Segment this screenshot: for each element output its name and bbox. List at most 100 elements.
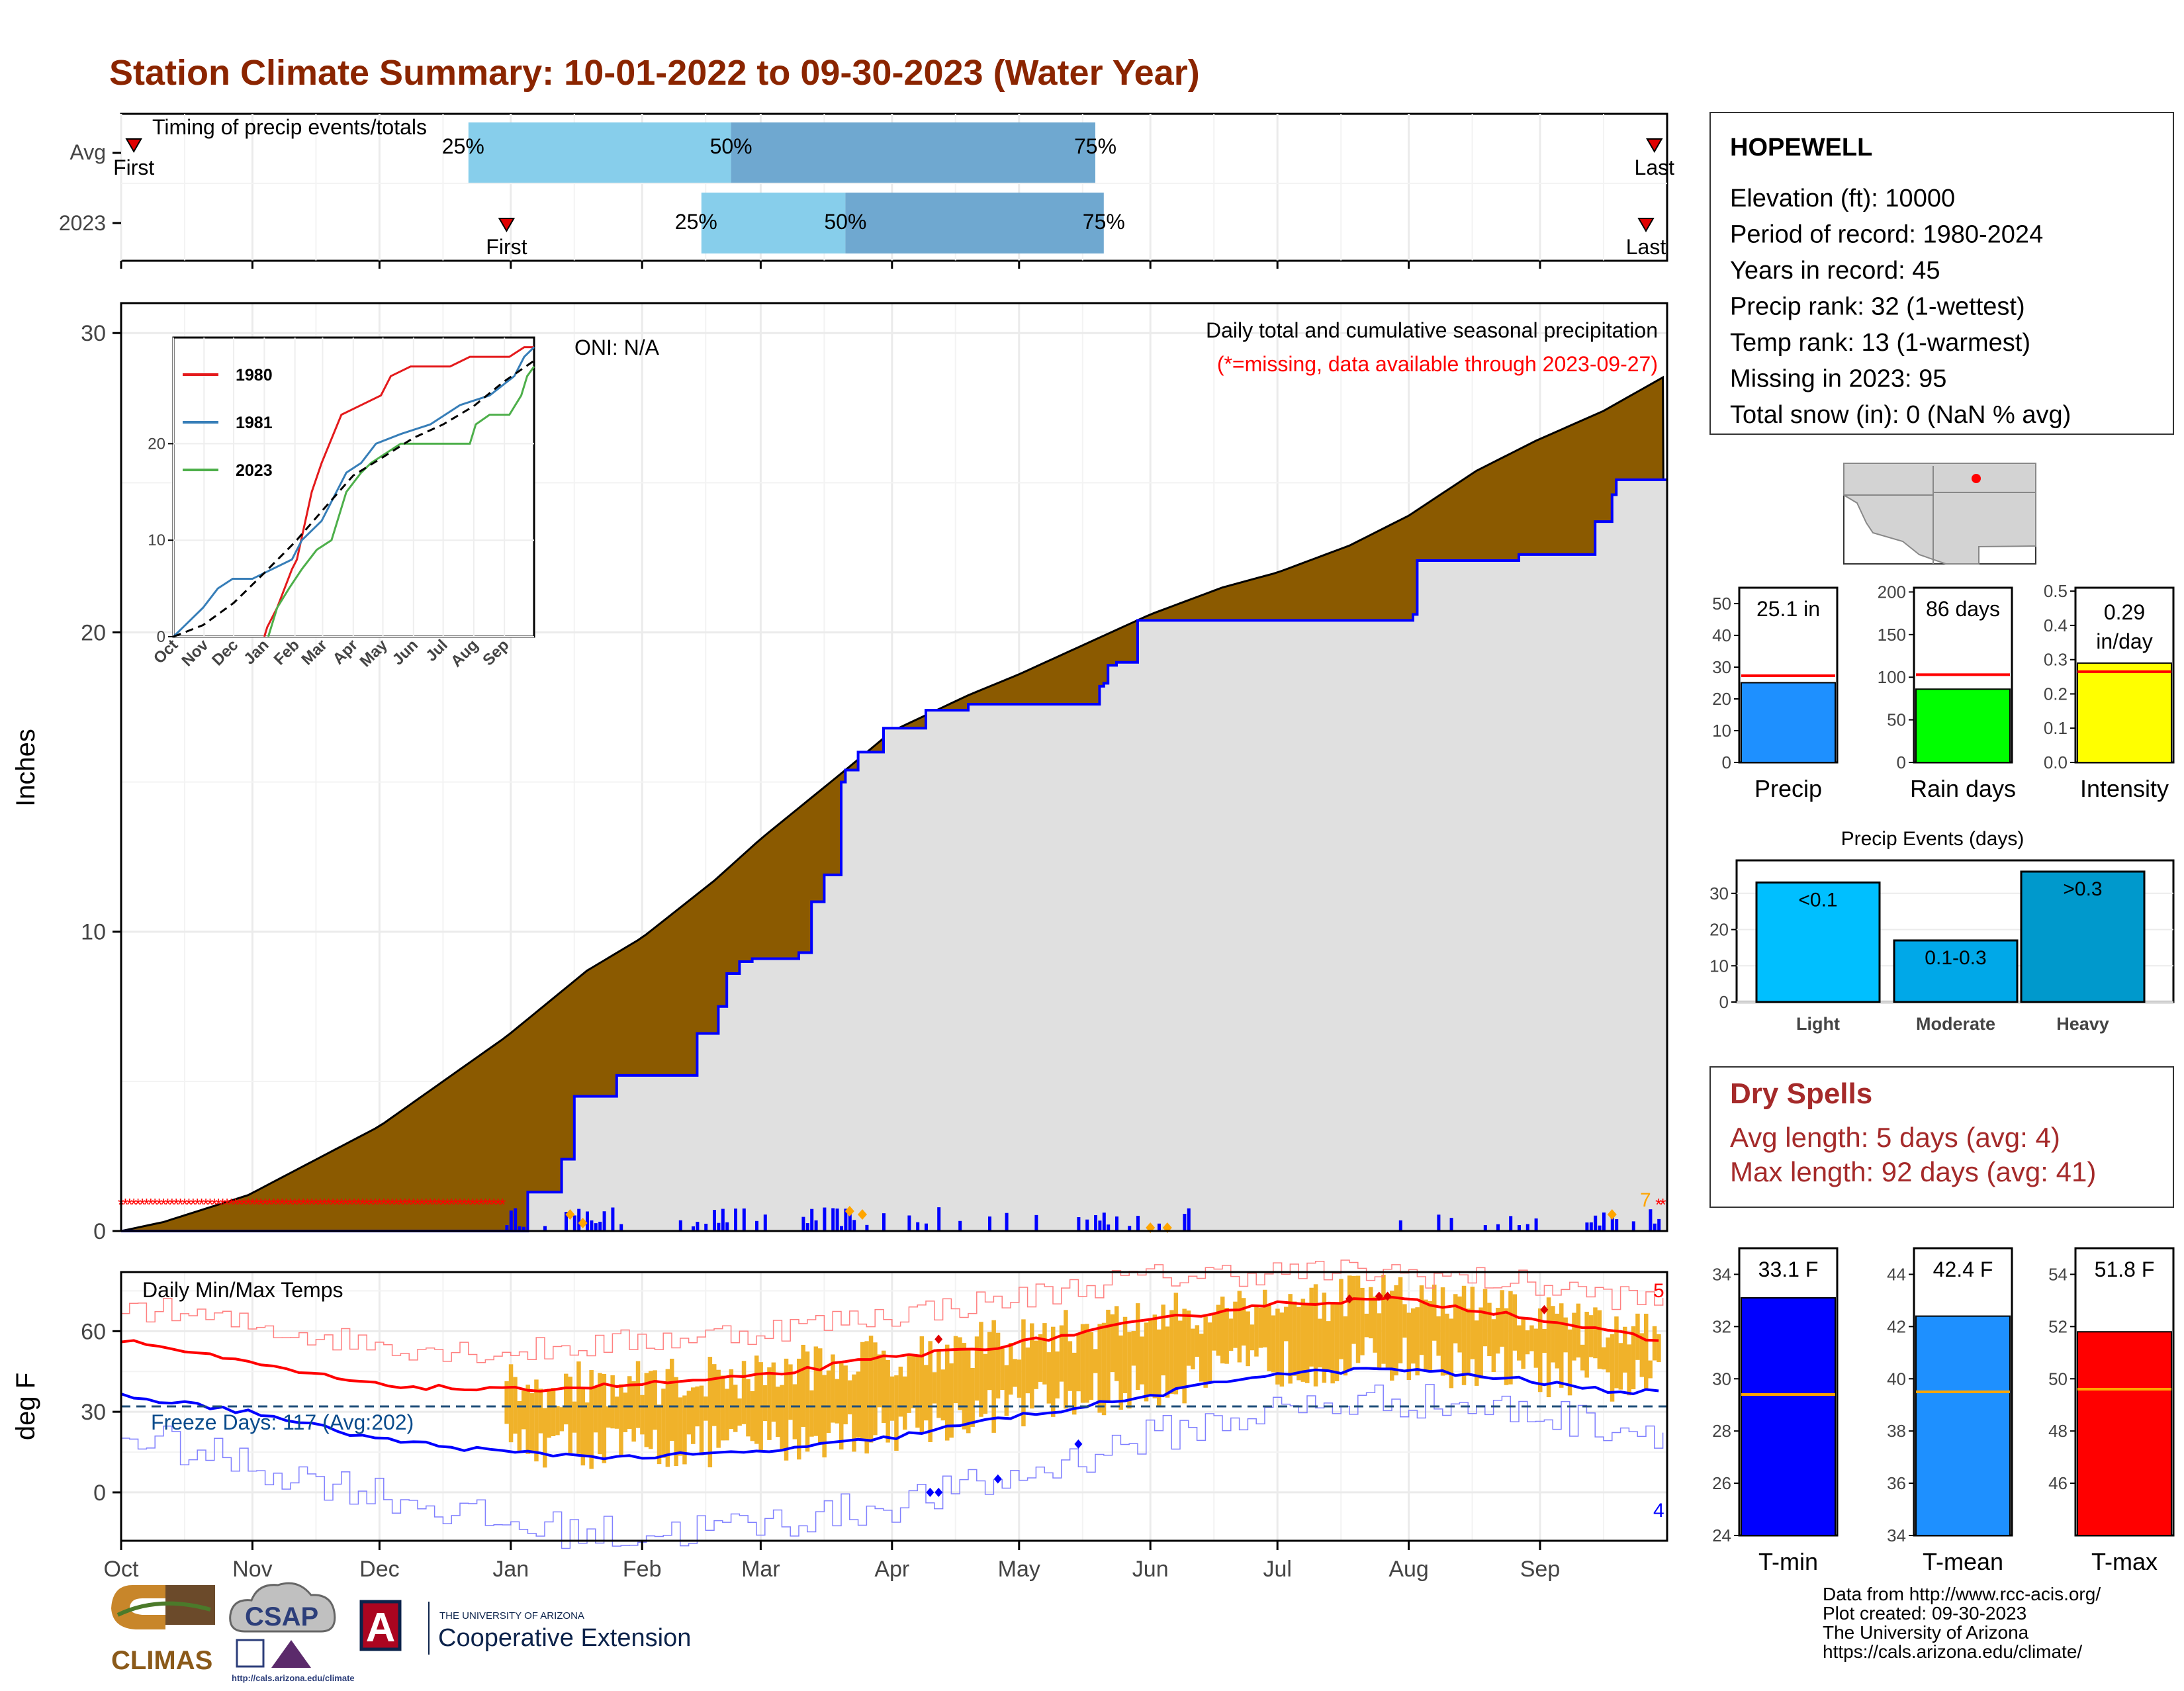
daily-precip-bar: [1483, 1225, 1487, 1231]
events-category-label: Moderate: [1916, 1014, 1995, 1034]
missing-marker: *: [397, 1195, 404, 1214]
daily-temp-bar: [1606, 1337, 1610, 1373]
precip-bar-chart: 0 10 20 30 40 50 25.1 in Precip: [1712, 586, 1839, 802]
daily-temp-bar: [1313, 1284, 1318, 1387]
daily-temp-bar: [868, 1336, 874, 1443]
daily-temp-bar: [1101, 1322, 1107, 1416]
mini-y-tick-label: 0.2: [2044, 684, 2068, 704]
climas-logo-mark: [111, 1585, 165, 1629]
daily-temp-bar: [936, 1349, 941, 1418]
daily-temp-bar: [580, 1388, 586, 1466]
daily-temp-bar: [737, 1398, 742, 1426]
mini-bar: [1741, 682, 1836, 764]
daily-temp-bar: [1491, 1319, 1496, 1373]
daily-temp-bar: [788, 1364, 793, 1420]
daily-temp-bar: [1529, 1325, 1534, 1351]
events-bar-label: >0.3: [2063, 878, 2102, 900]
daily-temp-bar: [1360, 1287, 1365, 1355]
daily-precip-bar: [725, 1222, 729, 1231]
daily-precip-bar: [958, 1220, 962, 1231]
mini-value-label: 42.4 F: [1933, 1257, 1993, 1281]
mini-value-label: 86 days: [1926, 597, 2000, 621]
daily-temp-bar: [1195, 1325, 1200, 1357]
daily-temp-bar: [640, 1394, 645, 1435]
daily-precip-bar: [1098, 1220, 1102, 1231]
daily-temp-bar: [940, 1369, 946, 1421]
daily-precip-bar: [1602, 1212, 1606, 1231]
daily-precip-bar: [1496, 1224, 1500, 1231]
tmax-bar-chart: 46 48 50 52 54 51.8 F T-max: [2048, 1247, 2175, 1575]
precip-y-axis: 0 10 20 30: [81, 321, 121, 1244]
daily-temp-bar: [1496, 1308, 1500, 1354]
mini-value-label: in/day: [2096, 629, 2152, 653]
timing-first-marker: [498, 218, 516, 232]
month-tick-label: Aug: [1388, 1557, 1429, 1582]
daily-precip-bar: [823, 1207, 827, 1231]
daily-temp-bar: [1076, 1334, 1081, 1392]
precip-events-bars: 0 10 20 30 <0.1 Light 0.1-0.3 Moderate >0.3 Heavy: [1709, 859, 2175, 1034]
extreme-precip-marker: [565, 1209, 575, 1220]
mini-y-tick-label: 36: [1887, 1473, 1906, 1493]
daily-temp-bar: [1009, 1342, 1013, 1395]
daily-temp-bar: [1326, 1321, 1331, 1371]
daily-precip-bar: [1631, 1221, 1635, 1231]
daily-temp-bar: [1242, 1298, 1246, 1346]
inset-series-1981: [172, 346, 535, 638]
daily-temp-bar: [873, 1342, 878, 1436]
daily-temp-bar: [602, 1373, 607, 1463]
daily-temp-bar: [1533, 1328, 1539, 1368]
daily-temp-bar: [534, 1379, 539, 1462]
daily-temp-bar: [1237, 1291, 1242, 1363]
timing-last-label: Last: [1626, 235, 1666, 259]
missing-marker: *: [220, 1195, 226, 1214]
events-y-tick-label: 20: [1709, 920, 1729, 940]
daily-temp-bar: [877, 1354, 882, 1408]
missing-marker: *: [385, 1195, 391, 1214]
precip-areas: [120, 375, 1668, 1232]
rain-days-bar-chart: 0 50 100 150 200 86 days Rain days: [1878, 582, 2016, 802]
daily-temp-bar: [1220, 1297, 1225, 1364]
missing-marker: *: [291, 1195, 298, 1214]
daily-temp-bar: [1364, 1313, 1369, 1338]
legend-label: 1980: [236, 366, 273, 385]
mini-bar: [1915, 688, 2011, 763]
month-tick-label: Jan: [492, 1557, 529, 1582]
daily-precip-bar: [1534, 1218, 1538, 1231]
daily-temp-bar: [1318, 1318, 1322, 1368]
daily-temp-bar: [1521, 1318, 1525, 1369]
daily-temp-bar: [995, 1332, 1001, 1398]
daily-temp-bar: [1351, 1275, 1356, 1344]
daily-temp-bar: [517, 1401, 522, 1453]
daily-temp-bar: [657, 1404, 662, 1465]
daily-temp-bar: [1148, 1318, 1153, 1396]
daily-temp-bar: [1461, 1285, 1467, 1385]
daily-temp-bar: [953, 1336, 958, 1404]
timing-bar-25-50: [701, 193, 846, 253]
daily-temp-bar: [1644, 1313, 1649, 1390]
mini-y-tick-label: 200: [1878, 582, 1906, 602]
daily-precip-bar: [1107, 1224, 1111, 1231]
daily-temp-bar: [924, 1365, 929, 1421]
mini-y-tick-label: 0.3: [2044, 650, 2068, 670]
missing-marker: *: [199, 1195, 205, 1214]
month-tick-label: May: [998, 1557, 1040, 1582]
missing-marker: *: [135, 1195, 142, 1214]
daily-precip-bar: [1115, 1216, 1118, 1231]
daily-temp-bar: [1305, 1303, 1310, 1383]
precip-panel-frame: [120, 302, 1668, 1232]
daily-temp-bar: [1436, 1316, 1441, 1356]
missing-marker: *: [279, 1195, 285, 1214]
missing-marker: *: [160, 1195, 167, 1214]
daily-temp-bar: [1271, 1315, 1276, 1373]
csap-cloud-shape: [229, 1582, 336, 1633]
daily-temp-bar: [1085, 1324, 1089, 1403]
daily-temp-bar: [1453, 1294, 1458, 1344]
right-missing-count: 7: [1640, 1189, 1651, 1211]
timing-first-label: First: [113, 156, 154, 179]
daily-temp-bar: [1551, 1306, 1555, 1363]
extreme-precip-marker: [1607, 1209, 1617, 1220]
precip-y-label: Inches: [11, 729, 40, 807]
daily-temp-bar: [1580, 1344, 1585, 1371]
daily-precip-bar: [1136, 1215, 1140, 1231]
